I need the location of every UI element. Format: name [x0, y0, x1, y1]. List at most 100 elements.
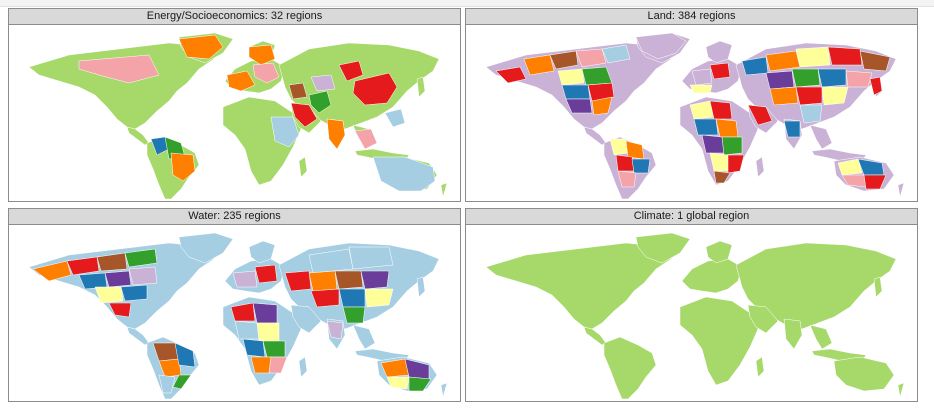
region-9: [352, 72, 398, 106]
japan-landmass: [416, 76, 426, 98]
region-3: [96, 252, 128, 272]
japan-landmass: [873, 276, 883, 298]
region-17: [617, 170, 637, 188]
region-28: [334, 270, 364, 290]
region-40: [747, 104, 773, 126]
region-32: [364, 288, 394, 308]
region-6: [290, 102, 318, 128]
scandinavia-landmass: [705, 240, 733, 264]
region-18: [234, 320, 260, 340]
region-43: [837, 158, 863, 176]
region-22: [701, 134, 725, 154]
madagascar-landmass: [755, 156, 765, 178]
madagascar-landmass: [298, 356, 308, 378]
region-48: [709, 62, 731, 80]
region-30: [827, 46, 863, 66]
arabia-landmass: [747, 304, 779, 334]
region-1: [78, 54, 160, 84]
world-map-energy: [28, 32, 448, 200]
region-9: [120, 284, 148, 302]
south-america-landmass: [603, 336, 657, 400]
world-map-land: [485, 32, 905, 200]
region-12: [354, 128, 378, 150]
region-10: [108, 302, 132, 318]
region-20: [693, 118, 719, 136]
region-26: [284, 270, 312, 292]
region-36: [769, 86, 799, 106]
region-16: [631, 158, 651, 174]
region-23: [268, 356, 288, 374]
new-zealand-landmass: [897, 182, 905, 198]
region-25: [727, 154, 745, 174]
panel-title: Land: 384 regions: [466, 9, 917, 25]
region-33: [791, 68, 821, 88]
region-41: [783, 120, 801, 138]
region-40: [254, 264, 278, 284]
region-16: [230, 302, 256, 322]
new-zealand-landmass: [440, 182, 448, 198]
region-17: [252, 302, 278, 324]
region-19: [709, 100, 733, 120]
panel-water: Water: 235 regions: [8, 208, 461, 402]
region-37: [795, 86, 823, 106]
madagascar-landmass: [298, 156, 308, 178]
india-landmass: [783, 318, 803, 350]
region-19: [256, 322, 280, 342]
region-4: [549, 50, 579, 70]
region-13: [384, 108, 406, 128]
region-23: [721, 136, 743, 156]
scandinavia-landmass: [248, 240, 276, 264]
region-1: [635, 32, 687, 60]
central-america-landmass: [583, 126, 607, 146]
region-39: [799, 104, 823, 124]
region-31: [859, 50, 891, 72]
region-26: [713, 170, 731, 184]
world-map-climate: [485, 232, 905, 400]
greenland-landmass: [635, 232, 691, 264]
region-7: [308, 90, 332, 114]
world-map-water: [28, 232, 448, 400]
japan-landmass: [416, 276, 426, 298]
region-2: [495, 66, 527, 84]
region-30: [310, 288, 340, 308]
panel-title: Energy/Socioeconomics: 32 regions: [9, 9, 460, 25]
region-5: [575, 48, 607, 68]
region-31: [338, 288, 366, 308]
africa-landmass: [679, 296, 759, 386]
panel-energy: Energy/Socioeconomics: 32 regions: [8, 8, 461, 202]
se-asia-landmass: [809, 124, 833, 150]
region-27: [308, 270, 338, 292]
region-5: [252, 62, 280, 84]
region-3: [248, 44, 276, 66]
region-38: [821, 86, 849, 106]
region-25: [348, 246, 394, 270]
region-14: [172, 374, 192, 390]
panel-title: Climate: 1 global region: [466, 209, 917, 225]
region-32: [765, 70, 795, 90]
region-4: [124, 248, 158, 268]
new-zealand-landmass: [440, 382, 448, 398]
region-42: [869, 76, 883, 96]
region-7: [557, 68, 585, 86]
panel-title: Water: 235 regions: [9, 209, 460, 225]
region-1: [32, 260, 72, 282]
region-15: [158, 374, 176, 394]
region-47: [691, 68, 713, 86]
region-7: [128, 266, 158, 286]
region-46: [863, 174, 887, 190]
region-21: [262, 340, 286, 358]
region-21: [715, 118, 739, 138]
region-10: [270, 116, 300, 148]
madagascar-landmass: [755, 356, 765, 378]
region-38: [408, 376, 432, 392]
region-35: [845, 70, 873, 88]
region-18: [310, 74, 336, 92]
greenland-landmass: [178, 232, 234, 264]
region-2: [66, 256, 100, 276]
new-zealand-landmass: [897, 382, 905, 398]
region-13: [174, 342, 196, 368]
region-11: [565, 98, 593, 114]
region-6: [601, 44, 631, 64]
region-29: [795, 46, 831, 68]
arabia-landmass: [290, 304, 322, 334]
